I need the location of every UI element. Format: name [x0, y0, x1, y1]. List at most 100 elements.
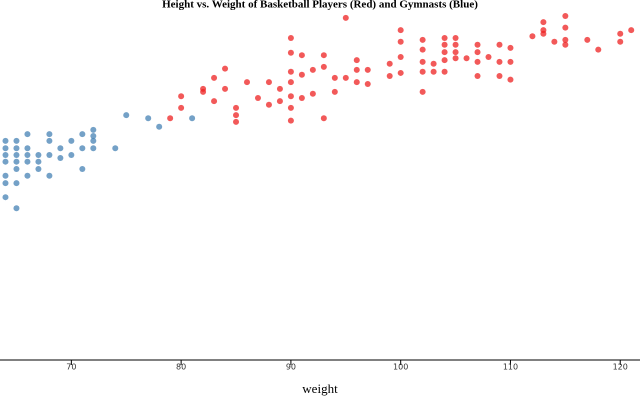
point	[617, 30, 624, 37]
point	[46, 172, 53, 179]
point	[562, 13, 569, 20]
point	[35, 166, 42, 173]
point	[287, 49, 294, 56]
point	[287, 104, 294, 111]
point	[386, 73, 393, 79]
x-axis-label: weight	[302, 381, 338, 396]
point	[57, 145, 64, 152]
point	[2, 172, 9, 179]
point	[156, 123, 163, 130]
point	[79, 145, 86, 152]
point	[2, 158, 9, 165]
point	[46, 151, 53, 158]
point	[265, 101, 272, 108]
point	[452, 41, 459, 48]
point	[507, 44, 514, 51]
point	[298, 52, 305, 59]
point	[397, 38, 404, 45]
point	[474, 49, 481, 56]
point	[276, 85, 283, 92]
point	[79, 131, 86, 138]
point	[331, 74, 338, 81]
chart-title: Height vs. Weight of Basketball Players …	[162, 0, 478, 11]
point	[2, 151, 9, 158]
point	[562, 36, 569, 43]
point	[397, 54, 404, 61]
point	[200, 88, 207, 95]
point	[13, 151, 20, 158]
point	[452, 35, 459, 42]
point	[551, 38, 558, 45]
point	[2, 145, 9, 152]
point	[419, 46, 426, 53]
point	[13, 180, 20, 187]
point	[2, 180, 9, 187]
point	[178, 93, 185, 100]
point	[2, 194, 9, 201]
point	[90, 132, 97, 139]
point	[364, 66, 371, 73]
point	[13, 137, 20, 144]
point	[46, 131, 53, 138]
point	[276, 98, 283, 105]
x-tick-label: 90	[286, 363, 296, 372]
point	[397, 69, 404, 76]
point	[309, 90, 316, 97]
point	[13, 205, 20, 212]
point	[430, 60, 437, 67]
point	[265, 79, 272, 86]
point	[628, 27, 635, 34]
point	[507, 76, 514, 83]
point	[419, 36, 426, 43]
point	[463, 55, 470, 62]
point	[441, 57, 448, 64]
point	[233, 112, 240, 119]
point	[353, 57, 360, 64]
point	[452, 49, 459, 56]
point	[24, 158, 31, 165]
point	[441, 49, 448, 56]
point	[233, 104, 240, 111]
point	[287, 68, 294, 75]
point	[364, 80, 371, 87]
point	[540, 30, 547, 37]
point	[496, 73, 503, 79]
point	[68, 151, 75, 158]
point	[211, 98, 218, 105]
point	[167, 115, 174, 122]
point	[24, 172, 31, 179]
point	[419, 58, 426, 65]
point	[254, 95, 261, 102]
point	[441, 35, 448, 42]
point	[309, 66, 316, 73]
point	[24, 145, 31, 152]
point	[562, 41, 569, 48]
point	[353, 79, 360, 86]
point	[562, 24, 569, 31]
point	[342, 14, 349, 21]
x-tick-label: 120	[613, 363, 628, 372]
x-tick-label: 80	[176, 363, 186, 372]
point	[441, 68, 448, 75]
point	[211, 74, 218, 81]
point	[287, 79, 294, 86]
point	[441, 41, 448, 48]
point	[496, 41, 503, 48]
point	[342, 74, 349, 81]
point	[320, 115, 327, 122]
point	[287, 93, 294, 100]
point	[485, 54, 492, 61]
point	[298, 95, 305, 102]
point	[397, 27, 404, 34]
point	[13, 158, 20, 165]
point	[474, 58, 481, 65]
point	[222, 85, 229, 92]
point	[474, 73, 481, 79]
point	[13, 166, 20, 173]
point	[298, 71, 305, 78]
point	[68, 137, 75, 144]
point	[353, 66, 360, 73]
point	[507, 58, 514, 65]
point	[430, 68, 437, 75]
point	[584, 36, 591, 43]
